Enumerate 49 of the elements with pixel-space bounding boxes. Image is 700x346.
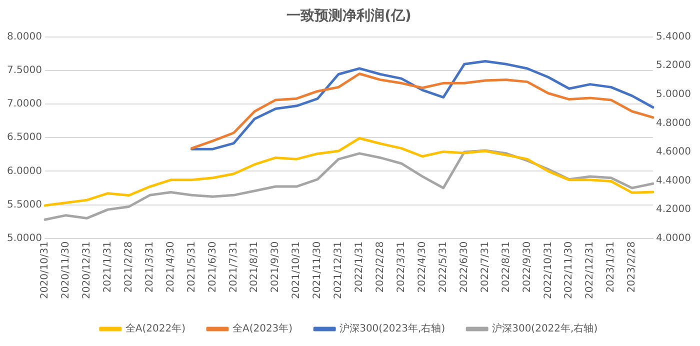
x-tick-label: 2022/7/31 [480,241,491,293]
y2-tick-label: 4.8000 [656,118,692,129]
x-tick-label: 2020/10/31 [40,241,51,300]
x-tick-label: 2022/5/31 [438,241,449,293]
y2-tick-label: 5.0000 [656,88,692,100]
x-tick-label: 2021/5/31 [186,241,198,293]
legend-label: 沪深300(2023年,右轴) [340,322,446,335]
y-tick-label: 6.0000 [6,166,42,177]
x-tick-label: 2021/11/30 [312,241,324,300]
x-tick-label: 2021/12/31 [333,241,344,300]
y-tick-label: 7.5000 [6,64,42,76]
x-tick-label: 2021/7/31 [228,241,240,293]
y2-tick-label: 4.6000 [656,146,692,158]
x-tick-label: 2023/2/28 [626,241,638,293]
x-tick-label: 2022/1/31 [354,241,366,293]
x-tick-label: 2021/2/28 [123,241,134,293]
x-tick-label: 2020/12/31 [82,241,93,300]
y2-tick-label: 5.2000 [656,60,692,72]
legend-label: 全A(2022年) [125,322,186,335]
y2-tick-label: 4.2000 [656,204,692,216]
x-tick-label: 2021/9/30 [270,241,282,293]
y-tick-label: 7.0000 [6,98,42,110]
x-tick-label: 2022/2/28 [375,241,386,293]
y2-tick-label: 5.4000 [656,31,692,42]
y2-tick-label: 4.0000 [656,232,692,244]
x-tick-label: 2022/6/30 [458,241,470,293]
legend-label: 沪深300(2022年,右轴) [492,322,598,335]
x-tick-label: 2020/11/30 [60,241,72,300]
x-tick-label: 2021/1/31 [102,241,114,293]
y2-tick-label: 4.4000 [656,175,692,186]
x-tick-label: 2021/6/30 [207,241,218,293]
x-tick-label: 2021/10/31 [291,241,302,300]
chart-title: 一致预测净利润(亿) [286,7,412,24]
y-tick-label: 5.5000 [6,199,42,210]
x-tick-label: 2022/9/30 [522,241,533,293]
x-tick-label: 2021/4/30 [165,241,176,293]
x-tick-label: 2021/8/31 [249,241,260,293]
x-tick-label: 2022/8/31 [500,241,512,293]
x-tick-label: 2022/3/31 [396,241,408,293]
legend-label: 全A(2023年) [232,322,293,335]
y-tick-label: 6.5000 [6,132,42,144]
x-tick-label: 2022/11/30 [564,241,575,300]
x-tick-label: 2021/3/31 [144,241,156,293]
x-tick-label: 2022/10/31 [542,241,554,300]
y-tick-label: 8.0000 [6,31,42,42]
x-tick-label: 2023/1/31 [606,241,617,293]
x-tick-label: 2022/12/31 [584,241,596,300]
y-tick-label: 5.0000 [6,232,42,244]
x-tick-label: 2022/4/30 [416,241,428,293]
